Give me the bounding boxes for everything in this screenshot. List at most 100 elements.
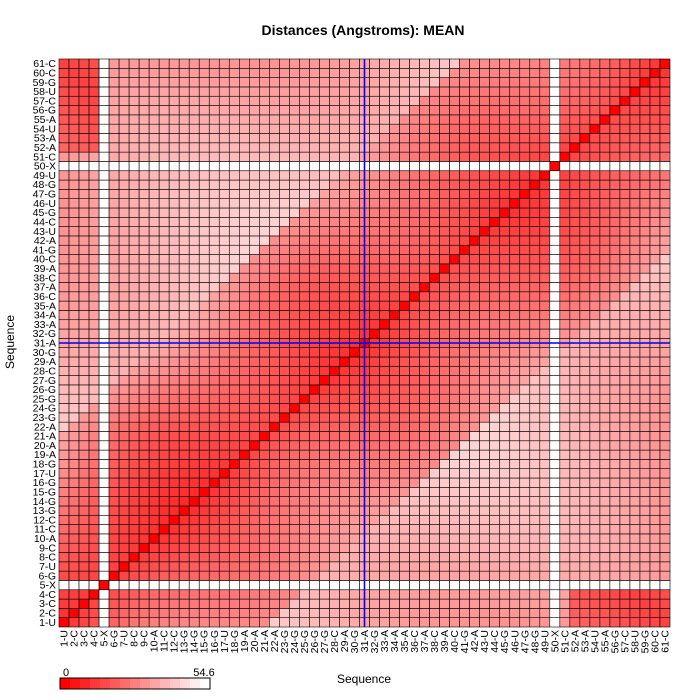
heatmap-cell xyxy=(409,598,420,609)
heatmap-cell xyxy=(118,552,130,563)
heatmap-cell xyxy=(259,217,270,227)
heatmap-cell xyxy=(249,86,260,97)
heatmap-cell xyxy=(429,524,440,535)
heatmap-cell xyxy=(619,421,631,432)
heatmap-cell xyxy=(539,244,551,255)
heatmap-cell xyxy=(629,505,641,516)
heatmap-cell xyxy=(309,310,320,321)
heatmap-cell xyxy=(439,421,450,432)
heatmap-cell xyxy=(589,487,601,497)
heatmap-cell xyxy=(299,161,310,172)
legend-swatch xyxy=(60,678,71,689)
heatmap-cell xyxy=(559,300,571,311)
heatmap-cell xyxy=(559,449,571,460)
heatmap-cell xyxy=(88,133,100,144)
heatmap-cell xyxy=(279,198,290,209)
heatmap-cell xyxy=(309,95,320,106)
heatmap-cell xyxy=(369,328,380,339)
heatmap-cell xyxy=(459,617,470,628)
heatmap-cell xyxy=(88,384,100,395)
heatmap-cell xyxy=(88,77,100,88)
heatmap-cell xyxy=(579,403,591,414)
heatmap-cell xyxy=(178,189,190,199)
heatmap-cell xyxy=(399,477,410,488)
heatmap-cell xyxy=(188,347,200,358)
heatmap-cell xyxy=(158,217,170,227)
heatmap-cell xyxy=(599,598,611,609)
heatmap-cell xyxy=(108,468,120,479)
heatmap-cell xyxy=(78,123,90,134)
heatmap-cell xyxy=(539,142,551,153)
heatmap-cell xyxy=(98,272,110,283)
heatmap-cell xyxy=(228,68,240,78)
heatmap-cell xyxy=(399,123,410,134)
heatmap-cell xyxy=(88,310,100,321)
heatmap-cell xyxy=(429,161,440,172)
heatmap-cell xyxy=(649,580,661,591)
heatmap-cell xyxy=(499,580,511,591)
heatmap-cell xyxy=(78,207,90,218)
heatmap-cell xyxy=(128,179,140,190)
heatmap-cell xyxy=(469,356,480,367)
heatmap-cell xyxy=(429,542,440,553)
heatmap-cell xyxy=(349,300,360,311)
heatmap-cell xyxy=(659,440,671,451)
heatmap-cell xyxy=(579,589,591,600)
heatmap-cell xyxy=(619,477,631,488)
heatmap-cell xyxy=(108,123,120,134)
heatmap-cell xyxy=(279,263,290,274)
heatmap-cell xyxy=(289,524,300,535)
heatmap-cell xyxy=(399,189,410,199)
heatmap-cell xyxy=(619,542,631,553)
heatmap-cell xyxy=(148,347,160,358)
heatmap-cell xyxy=(289,393,300,404)
heatmap-cell xyxy=(599,77,611,88)
heatmap-cell xyxy=(349,608,360,618)
heatmap-cell xyxy=(279,440,290,451)
heatmap-cell xyxy=(158,170,170,181)
heatmap-cell xyxy=(569,365,581,376)
heatmap-cell xyxy=(128,328,140,339)
heatmap-cell xyxy=(379,133,390,144)
heatmap-cell xyxy=(98,505,110,516)
heatmap-cell xyxy=(609,524,621,535)
heatmap-cell xyxy=(489,300,501,311)
heatmap-cell xyxy=(68,524,80,535)
heatmap-cell xyxy=(459,496,470,507)
heatmap-cell xyxy=(489,291,501,302)
heatmap-cell xyxy=(609,384,621,395)
heatmap-cell xyxy=(629,524,641,535)
heatmap-cell xyxy=(389,570,400,581)
heatmap-cell xyxy=(589,235,601,246)
heatmap-cell xyxy=(479,440,491,451)
heatmap-cell xyxy=(208,580,220,591)
heatmap-cell xyxy=(148,598,160,609)
heatmap-cell xyxy=(399,235,410,246)
heatmap-cell xyxy=(629,468,641,479)
heatmap-cell xyxy=(389,356,400,367)
heatmap-cell xyxy=(629,310,641,321)
heatmap-cell xyxy=(519,403,531,414)
heatmap-cell xyxy=(118,217,130,227)
heatmap-cell xyxy=(289,319,300,330)
heatmap-cell xyxy=(198,524,210,535)
heatmap-cell xyxy=(68,300,80,311)
heatmap-cell xyxy=(68,244,80,255)
heatmap-cell xyxy=(549,105,561,116)
heatmap-cell xyxy=(469,319,480,330)
heatmap-cell xyxy=(128,524,140,535)
heatmap-cell xyxy=(349,244,360,255)
heatmap-cell xyxy=(629,123,641,134)
heatmap-cell xyxy=(188,570,200,581)
heatmap-cell xyxy=(188,142,200,153)
heatmap-cell xyxy=(249,68,260,78)
heatmap-cell xyxy=(439,207,450,218)
heatmap-cell xyxy=(108,598,120,609)
heatmap-cell xyxy=(108,217,120,227)
heatmap-cell xyxy=(549,300,561,311)
heatmap-cell xyxy=(329,570,340,581)
heatmap-cell xyxy=(319,263,330,274)
heatmap-cell xyxy=(559,235,571,246)
heatmap-cell xyxy=(319,431,330,442)
heatmap-cell xyxy=(529,542,541,553)
